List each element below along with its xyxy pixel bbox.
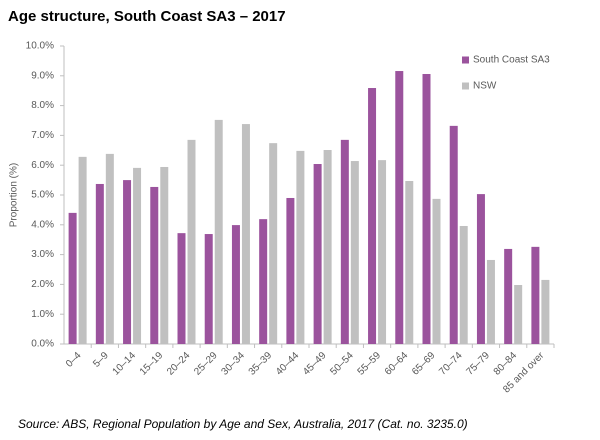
bar — [368, 88, 377, 344]
bar — [459, 225, 468, 344]
x-tick-label: 65–69 — [410, 350, 438, 378]
bar — [486, 259, 495, 344]
bar — [395, 71, 404, 345]
bar — [214, 119, 223, 345]
x-tick-label: 0–4 — [64, 350, 84, 370]
y-tick-label: 6.0% — [31, 160, 54, 171]
chart-title: Age structure, South Coast SA3 – 2017 — [8, 8, 286, 25]
legend-swatch — [462, 56, 469, 64]
y-axis-label: Proportion (%) — [9, 163, 20, 227]
bar — [177, 233, 186, 344]
bar — [241, 124, 250, 345]
x-tick-label: 35–39 — [247, 350, 275, 378]
bar — [286, 197, 295, 344]
y-tick-label: 7.0% — [31, 130, 54, 141]
bar — [313, 164, 322, 344]
bar — [350, 161, 359, 344]
y-tick-label: 2.0% — [31, 279, 54, 290]
bar — [95, 183, 104, 344]
y-tick-label: 5.0% — [31, 190, 54, 201]
y-tick-label: 9.0% — [31, 70, 54, 81]
bar — [150, 186, 159, 344]
bar — [378, 160, 387, 344]
legend-swatch — [462, 82, 469, 90]
bar — [449, 125, 458, 344]
y-tick-label: 0.0% — [31, 339, 54, 350]
x-tick-label: 30–34 — [219, 350, 247, 378]
x-tick-label: 5–9 — [91, 350, 111, 370]
x-tick-label: 45–49 — [301, 350, 329, 378]
x-tick-label: 25–29 — [192, 350, 220, 378]
bar — [123, 180, 132, 344]
legend-label: NSW — [473, 81, 497, 92]
bar — [204, 234, 213, 344]
x-tick-label: 10–14 — [111, 350, 139, 378]
y-tick-label: 4.0% — [31, 219, 54, 230]
bar — [78, 156, 87, 344]
bar — [541, 279, 550, 344]
x-tick-label: 15–19 — [138, 350, 166, 378]
bar — [231, 225, 240, 344]
bar — [531, 246, 540, 344]
bar — [504, 248, 513, 344]
bar — [296, 150, 305, 344]
bar — [105, 153, 114, 344]
bar — [340, 139, 349, 344]
bar — [514, 284, 523, 344]
bar — [187, 139, 196, 344]
bar — [476, 194, 485, 344]
y-tick-label: 8.0% — [31, 100, 54, 111]
bar — [133, 167, 142, 344]
y-tick-label: 3.0% — [31, 249, 54, 260]
bar — [405, 180, 414, 344]
bar — [160, 166, 169, 344]
bar — [323, 150, 332, 344]
x-tick-label: 20–24 — [165, 350, 193, 378]
bar — [68, 212, 77, 344]
x-tick-label: 55–59 — [356, 350, 384, 378]
legend-label: South Coast SA3 — [473, 55, 550, 66]
x-tick-label: 60–64 — [383, 350, 411, 378]
x-tick-label: 70–74 — [437, 350, 465, 378]
bar — [432, 198, 441, 344]
x-tick-label: 40–44 — [274, 350, 302, 378]
bar — [422, 74, 431, 345]
y-tick-label: 1.0% — [31, 309, 54, 320]
x-tick-label: 75–79 — [464, 350, 492, 378]
bar — [259, 219, 268, 344]
y-tick-label: 10.0% — [26, 41, 54, 52]
x-tick-label: 50–54 — [328, 350, 356, 378]
source-note: Source: ABS, Regional Population by Age … — [18, 417, 468, 431]
bar — [269, 143, 278, 344]
